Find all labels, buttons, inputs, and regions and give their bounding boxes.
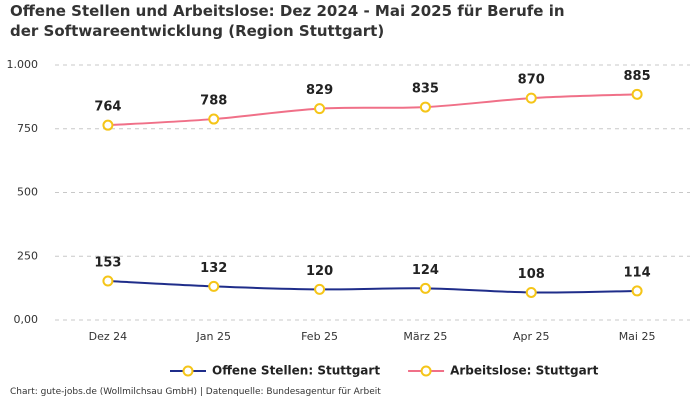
x-tick-label: Feb 25 [301,330,338,343]
data-label: 153 [94,255,121,270]
x-tick-label: Mai 25 [619,330,656,343]
legend-marker [182,365,194,377]
data-label: 885 [624,69,651,84]
x-tick-label: März 25 [403,330,447,343]
data-label: 108 [518,267,545,282]
data-label: 829 [306,83,333,98]
data-label: 764 [94,100,121,115]
y-tick-label: 750 [17,122,38,135]
point-marker [102,275,114,287]
series-line [107,279,638,294]
point-marker [208,280,220,292]
point-marker [102,119,114,131]
data-label: 120 [306,264,333,279]
point-marker [314,103,326,115]
y-tick-label: 0,00 [14,313,39,326]
point-marker [208,113,220,125]
chart-title: Offene Stellen und Arbeitslose: Dez 2024… [10,2,565,40]
point-marker [419,101,431,113]
point-marker [631,285,643,297]
y-tick-label: 250 [17,249,38,262]
y-tick-label: 500 [17,186,38,199]
data-label: 788 [200,94,227,109]
point-marker [525,92,537,104]
point-marker [525,286,537,298]
x-tick-label: Apr 25 [513,330,550,343]
point-marker [314,283,326,295]
data-label: 870 [518,73,545,88]
y-tick-label: 1.000 [7,58,39,71]
legend-label: Offene Stellen: Stuttgart [212,364,380,378]
x-tick-label: Dez 24 [89,330,128,343]
data-label: 114 [624,265,651,280]
legend-marker [420,365,432,377]
data-label: 124 [412,263,439,278]
data-label: 132 [200,261,227,276]
point-marker [631,88,643,100]
source-note: Chart: gute-jobs.de (Wollmilchsau GmbH) … [10,387,381,397]
data-label: 835 [412,82,439,97]
series-line [107,93,638,127]
legend-label: Arbeitslose: Stuttgart [450,364,599,378]
x-tick-label: Jan 25 [196,330,231,343]
point-marker [419,282,431,294]
